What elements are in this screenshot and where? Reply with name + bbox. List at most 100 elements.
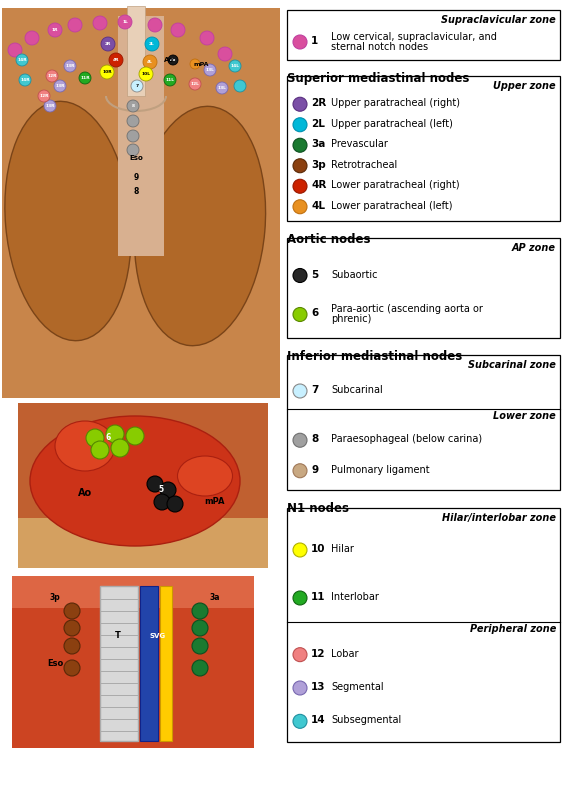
Text: 2L: 2L [311,119,325,129]
Text: Hilar/interlobar zone: Hilar/interlobar zone [442,513,556,523]
Text: 12R: 12R [47,74,57,78]
Text: 14R: 14R [20,78,30,82]
Circle shape [68,18,82,32]
Circle shape [293,648,307,662]
Text: Hilar: Hilar [331,544,354,554]
Text: Ao: Ao [78,488,92,498]
Circle shape [93,16,107,30]
Bar [118,16,164,256]
Text: Subsegmental: Subsegmental [331,715,401,725]
Ellipse shape [177,456,232,496]
Text: T: T [115,631,121,641]
Text: Retrotracheal: Retrotracheal [331,160,397,170]
Bar [12,576,254,608]
Circle shape [79,72,91,84]
Circle shape [131,80,143,92]
Bar [18,403,268,568]
Circle shape [293,543,307,557]
Text: Subcarinal: Subcarinal [331,385,383,395]
Circle shape [54,80,66,92]
Circle shape [293,200,307,214]
Text: Lower paratracheal (right): Lower paratracheal (right) [331,180,460,190]
Circle shape [111,439,129,457]
Circle shape [8,43,22,57]
Text: 2R: 2R [311,98,326,108]
Text: 4L: 4L [147,60,153,64]
Text: 9: 9 [311,465,318,475]
Text: 4L: 4L [311,200,325,211]
Circle shape [16,54,28,66]
Text: 8: 8 [133,186,139,196]
Text: Eso: Eso [47,659,63,669]
Text: 7: 7 [311,385,319,395]
Circle shape [192,638,208,654]
Circle shape [192,620,208,636]
Text: 9: 9 [133,174,139,182]
Text: 12R: 12R [39,94,49,98]
FancyBboxPatch shape [287,355,560,490]
Text: 8: 8 [132,104,135,108]
Circle shape [154,494,170,510]
Circle shape [106,425,124,443]
Text: sternal notch nodes: sternal notch nodes [331,42,428,52]
Text: AP zone: AP zone [512,243,556,253]
Circle shape [127,144,139,156]
Circle shape [171,23,185,37]
Circle shape [189,78,201,90]
Text: Ao: Ao [170,58,176,62]
Text: 3a: 3a [311,139,325,149]
Circle shape [64,660,80,676]
Text: Lower zone: Lower zone [493,411,556,421]
Circle shape [293,97,307,112]
Circle shape [147,476,163,492]
Text: Para-aortic (ascending aorta or: Para-aortic (ascending aorta or [331,304,483,314]
Bar [160,586,172,741]
Text: 14: 14 [311,715,325,725]
Text: Superior mediastinal nodes: Superior mediastinal nodes [287,72,469,85]
Circle shape [167,496,183,512]
Circle shape [100,65,114,79]
Text: Segmental: Segmental [331,682,383,692]
Circle shape [293,681,307,695]
Circle shape [293,138,307,152]
Text: Lower paratracheal (left): Lower paratracheal (left) [331,200,453,211]
Circle shape [293,307,307,321]
Text: Subaortic: Subaortic [331,270,378,280]
Text: 8: 8 [311,434,318,444]
Text: 1R: 1R [52,28,59,32]
Text: 2L: 2L [149,42,155,46]
Text: Peripheral zone: Peripheral zone [470,624,556,634]
Text: 6: 6 [106,434,111,443]
Text: Inferior mediastinal nodes: Inferior mediastinal nodes [287,350,462,363]
Circle shape [44,100,56,112]
FancyBboxPatch shape [287,238,560,338]
Circle shape [216,82,228,94]
Circle shape [293,433,307,447]
Text: Aortic nodes: Aortic nodes [287,233,370,246]
Bar [12,576,254,748]
Ellipse shape [135,106,266,346]
Text: 13L: 13L [206,68,215,72]
Text: 12: 12 [311,648,325,659]
Bar [2,8,280,398]
Text: Low cervical, supraclavicular, and: Low cervical, supraclavicular, and [331,32,497,42]
Text: 12L: 12L [190,82,199,86]
Circle shape [293,591,307,605]
Circle shape [293,35,307,49]
Circle shape [127,130,139,142]
Circle shape [200,31,214,45]
Text: 10R: 10R [102,70,112,74]
Text: 13L: 13L [218,86,227,90]
Circle shape [148,18,162,32]
Circle shape [25,31,39,45]
Circle shape [168,55,178,65]
Circle shape [190,59,200,69]
Circle shape [293,159,307,173]
Circle shape [204,64,216,76]
Text: Ao: Ao [164,57,174,63]
Circle shape [126,427,144,445]
Circle shape [19,74,31,86]
FancyBboxPatch shape [287,10,560,60]
Text: 2R: 2R [105,42,111,46]
Bar [127,6,145,96]
